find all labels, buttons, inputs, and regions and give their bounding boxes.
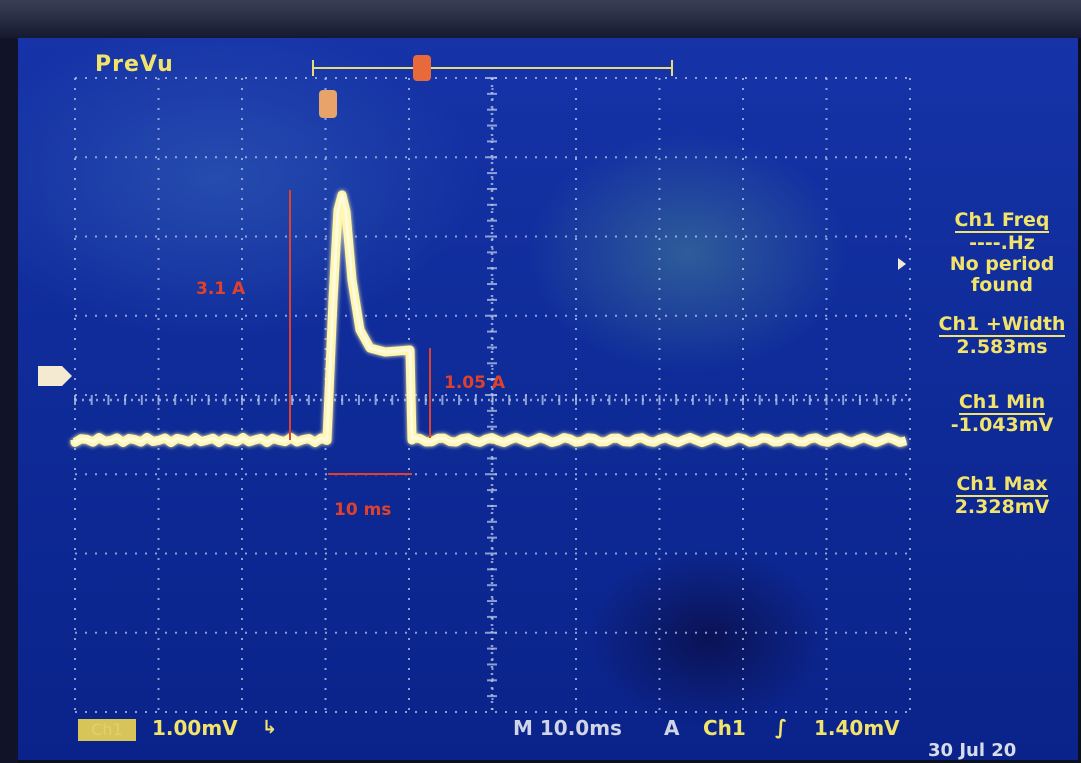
bezel-left xyxy=(0,38,18,763)
date-readout: 30 Jul 20 xyxy=(928,740,1017,761)
trigger-level-arrow[interactable] xyxy=(898,258,906,270)
trigger-level: 1.40mV xyxy=(814,716,900,740)
measurement-title: Ch1 Max xyxy=(956,473,1048,497)
trigger-mode: A xyxy=(664,716,680,740)
measurement-width[interactable]: Ch1 +Width 2.583ms xyxy=(924,314,1080,358)
status-bar: Ch1 1.00mV ↳ M 10.0ms A Ch1 ∫ 1.40mV xyxy=(70,713,910,743)
measurement-min[interactable]: Ch1 Min -1.043mV xyxy=(924,392,1080,436)
prevu-label: PreVu xyxy=(95,52,174,77)
measurement-value: 2.328mV xyxy=(954,496,1050,518)
bezel-top xyxy=(0,0,1081,38)
grid-lines xyxy=(74,77,911,713)
measurement-panel: Ch1 Freq ----.Hz No period found Ch1 +Wi… xyxy=(924,210,1080,552)
ground-level-marker[interactable] xyxy=(38,366,72,386)
measurement-title: Ch1 +Width xyxy=(938,313,1066,337)
waveform-trace xyxy=(70,190,908,447)
measurement-value: found xyxy=(971,274,1033,296)
channel-indicator[interactable]: Ch1 xyxy=(78,719,136,741)
measurement-value: ----.Hz xyxy=(969,232,1035,254)
waveform-trace-core xyxy=(73,193,907,444)
measurement-freq[interactable]: Ch1 Freq ----.Hz No period found xyxy=(924,210,1080,296)
expansion-point-marker[interactable] xyxy=(319,90,337,118)
vertical-scale: 1.00mV xyxy=(152,716,238,740)
measurement-value: 2.583ms xyxy=(956,336,1048,358)
pulse-duration-label: 10 ms xyxy=(334,500,392,520)
peak-current-label: 3.1 A xyxy=(196,279,246,299)
measurement-value: -1.043mV xyxy=(950,414,1054,436)
measurement-max[interactable]: Ch1 Max 2.328mV xyxy=(924,474,1080,518)
trigger-channel: Ch1 xyxy=(703,716,746,740)
measurement-title: Ch1 Freq xyxy=(954,209,1050,233)
measurement-value: No period xyxy=(949,253,1055,275)
trigger-slope-icon: ∫ xyxy=(775,715,788,739)
bandwidth-limit-icon: ↳ xyxy=(262,717,278,738)
trigger-position-marker[interactable] xyxy=(413,55,431,81)
measurement-title: Ch1 Min xyxy=(958,391,1046,415)
plateau-current-label: 1.05 A xyxy=(444,373,506,393)
timebase-readout: M 10.0ms xyxy=(513,716,622,740)
